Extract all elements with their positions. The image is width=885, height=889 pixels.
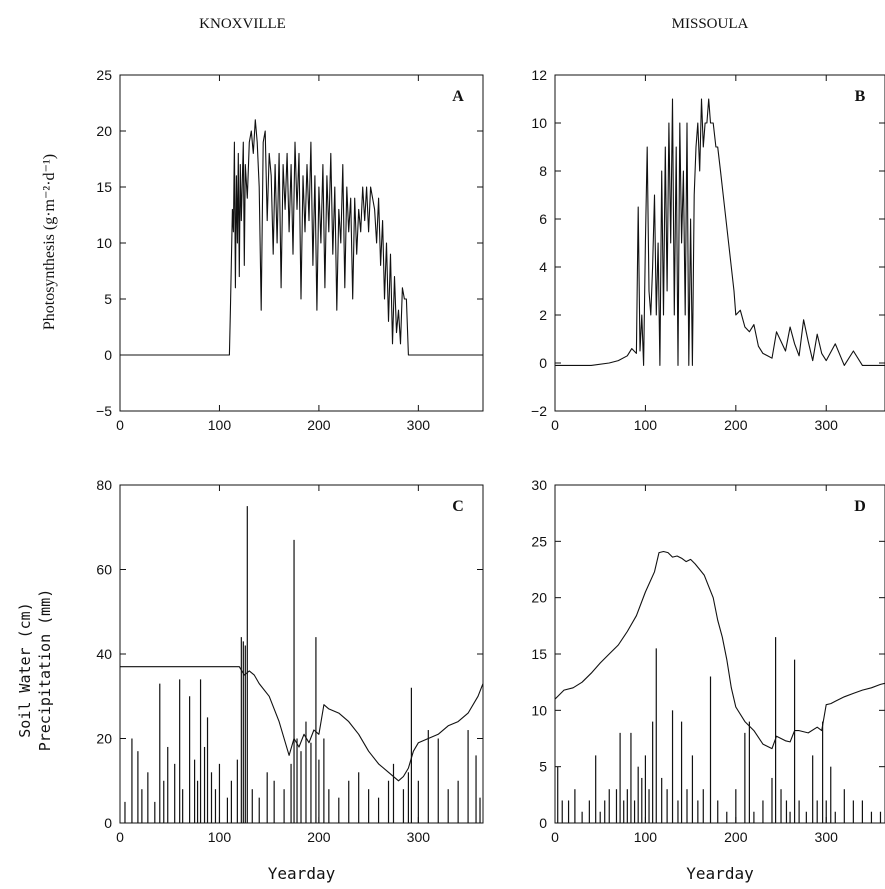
panel-b-ytick-label: 10 (531, 115, 547, 131)
panel-d-xtick-label: 200 (724, 829, 748, 845)
panel-b-series-line-0 (555, 98, 885, 366)
panel-b-ytick-label: 6 (539, 211, 547, 227)
panel-c-ytick-label: 20 (96, 731, 112, 747)
panel-d-xtick-label: 100 (634, 829, 658, 845)
panel-d-ytick-label: 0 (539, 815, 547, 831)
knoxville-title: KNOXVILLE (199, 16, 286, 32)
panel-c-xtick-label: 300 (407, 829, 431, 845)
panel-d-ytick-label: 15 (531, 646, 547, 662)
panel-a-xtick-label: 100 (208, 417, 232, 433)
panel-a-ytick-label: 0 (104, 347, 112, 363)
panel-a-xtick-label: 200 (307, 417, 331, 433)
panel-d-ytick-label: 10 (531, 702, 547, 718)
panel-a-series-line-0 (120, 119, 483, 356)
panel-a-ytick-label: 20 (96, 123, 112, 139)
panel-c-xtick-label: 100 (208, 829, 232, 845)
panel-d-xlabel: Yearday (686, 864, 754, 883)
panel-d-ytick-label: 25 (531, 533, 547, 549)
panel-d-xtick-label: 0 (551, 829, 559, 845)
panel-b-xtick-label: 100 (634, 417, 658, 433)
panel-b-ytick-label: 0 (539, 355, 547, 371)
panel-c-xlabel: Yearday (268, 864, 336, 883)
panel-d-ytick-label: 5 (539, 759, 547, 775)
panel-c-xtick-label: 0 (116, 829, 124, 845)
panel-b-xtick-label: 200 (724, 417, 748, 433)
panel-c-letter: C (452, 498, 464, 515)
panel-c-ytick-label: 60 (96, 562, 112, 578)
panel-c-ytick-label: 40 (96, 646, 112, 662)
panel-a-ytick-label: 25 (96, 67, 112, 83)
panel-a-xtick-label: 300 (407, 417, 431, 433)
panel-b-letter: B (855, 88, 866, 105)
panel-b-ytick-label: 12 (531, 67, 547, 83)
panel-d-xtick-label: 300 (815, 829, 839, 845)
panel-b-ytick-label: 8 (539, 163, 547, 179)
panel-a-ytick-label: 10 (96, 235, 112, 251)
panel-b-ytick-label: 4 (539, 259, 547, 275)
panel-a-xtick-label: 0 (116, 417, 124, 433)
panel-d-ytick-label: 20 (531, 590, 547, 606)
panel-a-ytick-label: 5 (104, 291, 112, 307)
panel-c-ytick-label: 80 (96, 477, 112, 493)
panel-b-xtick-label: 300 (815, 417, 839, 433)
panel-d-ytick-label: 30 (531, 477, 547, 493)
missoula-title: MISSOULA (671, 16, 749, 32)
panel-d-series-line-0 (554, 550, 885, 750)
panel-d-letter: D (854, 498, 866, 515)
panel-b-frame (554, 74, 885, 412)
panel-a-letter: A (452, 88, 464, 105)
panel-b-ytick-label: 2 (539, 307, 547, 323)
panel-d-frame (554, 484, 885, 824)
panel-a-ytick-label: 15 (96, 179, 112, 195)
panel-c-xtick-label: 200 (307, 829, 331, 845)
panel-b-xtick-label: 0 (551, 417, 559, 433)
panel-a-ytick-label: −5 (96, 403, 112, 419)
panel-c-ytick-label: 0 (104, 815, 112, 831)
panel-c-series-line-0 (120, 666, 484, 782)
panel-b-ytick-label: −2 (531, 403, 547, 419)
